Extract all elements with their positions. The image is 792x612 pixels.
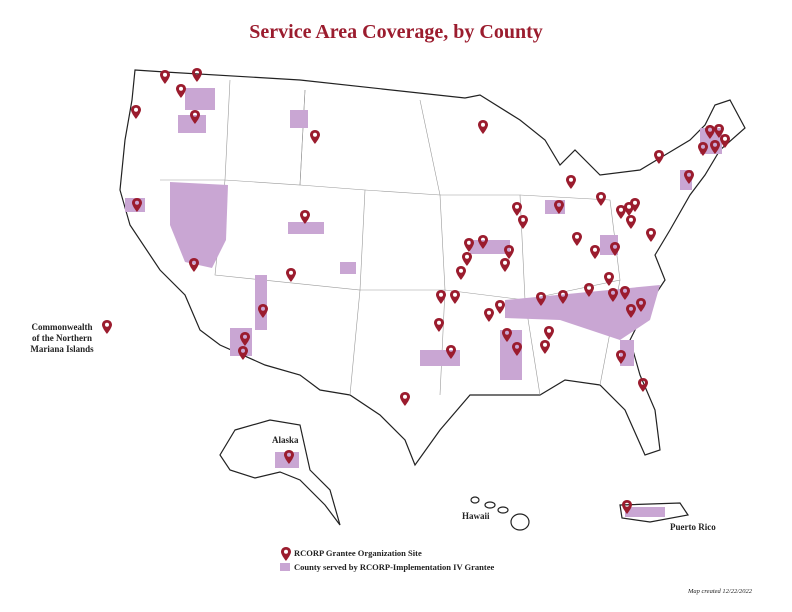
hawaii [470, 496, 530, 531]
region-label: Hawaii [462, 511, 490, 521]
legend-swatch [280, 563, 290, 571]
legend-label: County served by RCORP-Implementation IV… [294, 562, 495, 572]
region-label: Puerto Rico [670, 522, 716, 532]
region-label: Alaska [272, 435, 299, 445]
footnote: Map created 12/22/2022 [687, 588, 753, 595]
region-labels: Commonwealth of the Northern Mariana Isl… [30, 322, 716, 532]
region-label: Commonwealth [32, 322, 93, 332]
region-label: Mariana Islands [30, 344, 94, 354]
legend: RCORP Grantee Organization Site County s… [280, 547, 495, 572]
map-title: Service Area Coverage, by County [249, 21, 542, 43]
legend-label: RCORP Grantee Organization Site [294, 548, 422, 558]
puerto-rico [619, 502, 690, 523]
mainland [119, 69, 746, 467]
region-label: of the Northern [32, 333, 92, 343]
